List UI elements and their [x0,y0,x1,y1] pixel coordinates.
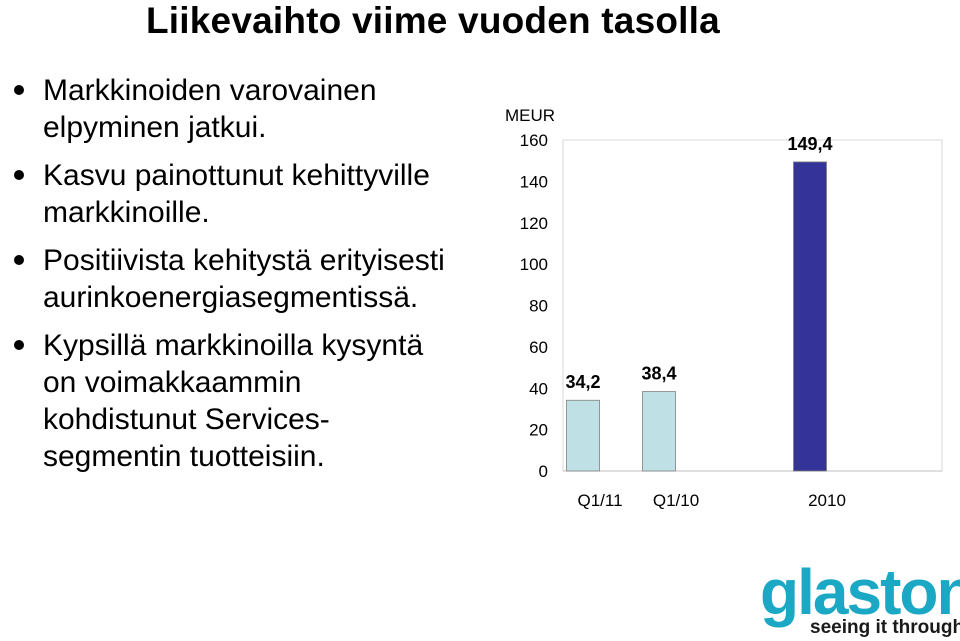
data-labels: 34,2 38,4 149,4 [565,134,832,392]
data-label: 38,4 [641,364,676,384]
y-axis-ticks: 0 20 40 60 80 100 120 140 160 [520,131,548,481]
bullet-line: Kypsillä markkinoilla kysyntä [43,329,424,362]
category-label: 2010 [808,491,846,510]
glaston-logo: glaston seeing it through [760,560,960,641]
logo-word: glaston [760,556,960,628]
bars [566,161,827,472]
category-label: Q1/10 [653,491,699,510]
y-tick-label: 140 [520,172,548,191]
bar-q1-11 [566,399,600,472]
category-label: Q1/11 [577,491,622,510]
bullet-dot-icon [14,340,24,350]
bullet-line: Positiivista kehitystä erityisesti [43,244,445,277]
y-tick-label: 20 [529,421,548,440]
bullet-dot-icon [14,85,24,95]
bullet-item: Markkinoiden varovainen elpyminen jatkui… [0,72,500,146]
y-tick-label: 80 [529,297,548,316]
y-unit-label: MEUR [505,106,555,125]
bullet-line: markkinoille. [43,196,210,229]
logo-tagline: seeing it through [810,617,960,638]
bullet-line: Markkinoiden varovainen [43,74,377,107]
bullet-line: on voimakkaammin [43,366,302,399]
data-label: 34,2 [565,372,600,392]
plot-border [562,139,943,472]
y-tick-label: 60 [529,338,548,357]
data-label: 149,4 [787,134,832,154]
bullet-dot-icon [14,255,24,265]
bullet-line: elpyminen jatkui. [43,111,267,144]
y-tick-label: 0 [539,462,548,481]
bullet-item: Positiivista kehitystä erityisesti aurin… [0,242,500,316]
bullet-line: Kasvu painottunut kehittyville [43,159,430,192]
bullet-line: segmentin tuotteisiin. [43,440,325,473]
category-labels: Q1/11 Q1/10 2010 [577,491,845,510]
plot-area [562,139,943,472]
bullet-line: kohdistunut Services- [43,403,330,436]
bullet-list: Markkinoiden varovainen elpyminen jatkui… [0,72,500,486]
bar-2010 [793,161,827,472]
bullet-line: aurinkoenergiasegmentissä. [43,281,419,314]
y-tick-label: 120 [520,214,548,233]
bullet-dot-icon [14,170,24,180]
bar-q1-10 [642,391,676,472]
y-tick-label: 160 [520,131,548,150]
slide-title: Liikevaihto viime vuoden tasolla [146,0,720,41]
y-tick-label: 40 [529,379,548,398]
bullet-item: Kasvu painottunut kehittyville markkinoi… [0,157,500,231]
y-tick-label: 100 [520,255,548,274]
bullet-item: Kypsillä markkinoilla kysyntä on voimakk… [0,327,500,475]
